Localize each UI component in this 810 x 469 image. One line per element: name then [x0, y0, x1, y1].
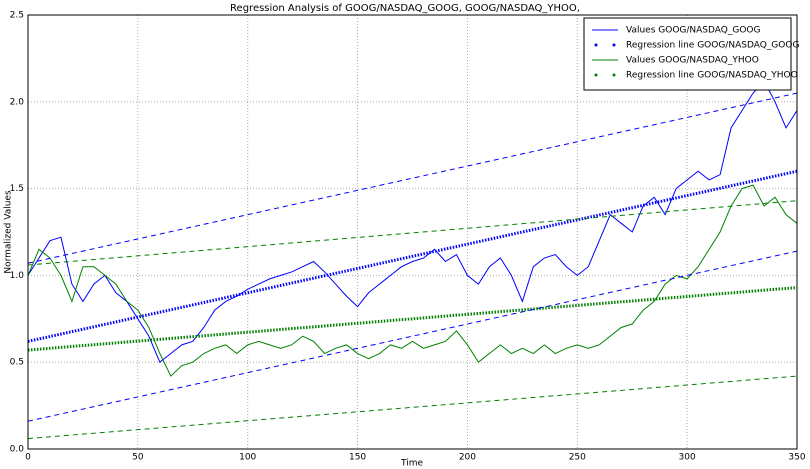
- x-tick-label: 100: [239, 453, 256, 463]
- series-line: [27, 169, 798, 343]
- x-tick-label: 200: [459, 453, 476, 463]
- y-axis-label: Normalized Values: [4, 190, 14, 274]
- x-tick-label: 250: [569, 453, 586, 463]
- legend-label: Regression line GOOG/NASDAQ_GOOG: [626, 41, 799, 51]
- x-axis-label: Time: [400, 459, 423, 469]
- plot-frame: [27, 14, 798, 450]
- series-line: [27, 200, 798, 266]
- series-line: [27, 80, 798, 363]
- y-tick-label: 2.5: [10, 11, 24, 21]
- x-tick-label: 0: [25, 453, 31, 463]
- x-tick-label: 350: [788, 453, 805, 463]
- legend-marker: [612, 43, 616, 47]
- x-tick-label: 50: [132, 453, 144, 463]
- legend-marker: [612, 73, 616, 77]
- series-line: [27, 250, 798, 422]
- y-tick-label: 1.0: [10, 271, 25, 281]
- series-line: [27, 92, 798, 264]
- y-tick-label: 0.5: [10, 358, 24, 368]
- y-tick-label: 1.5: [10, 184, 24, 194]
- legend-marker: [594, 43, 598, 47]
- x-tick-label: 150: [349, 453, 366, 463]
- legend-label: Regression line GOOG/NASDAQ_YHOO: [626, 71, 798, 81]
- series-line: [27, 184, 798, 377]
- x-tick-label: 300: [679, 453, 696, 463]
- legend-box: [583, 17, 792, 91]
- legend-label: Values GOOG/NASDAQ_YHOO: [626, 56, 759, 66]
- series-line: [27, 286, 798, 352]
- series-line: [27, 375, 798, 440]
- chart-title: Regression Analysis of GOOG/NASDAQ_GOOG,…: [230, 3, 580, 14]
- y-tick-label: 0.0: [10, 445, 25, 455]
- y-tick-label: 2.0: [10, 97, 25, 107]
- legend-marker: [594, 73, 598, 77]
- legend-label: Values GOOG/NASDAQ_GOOG: [626, 26, 761, 36]
